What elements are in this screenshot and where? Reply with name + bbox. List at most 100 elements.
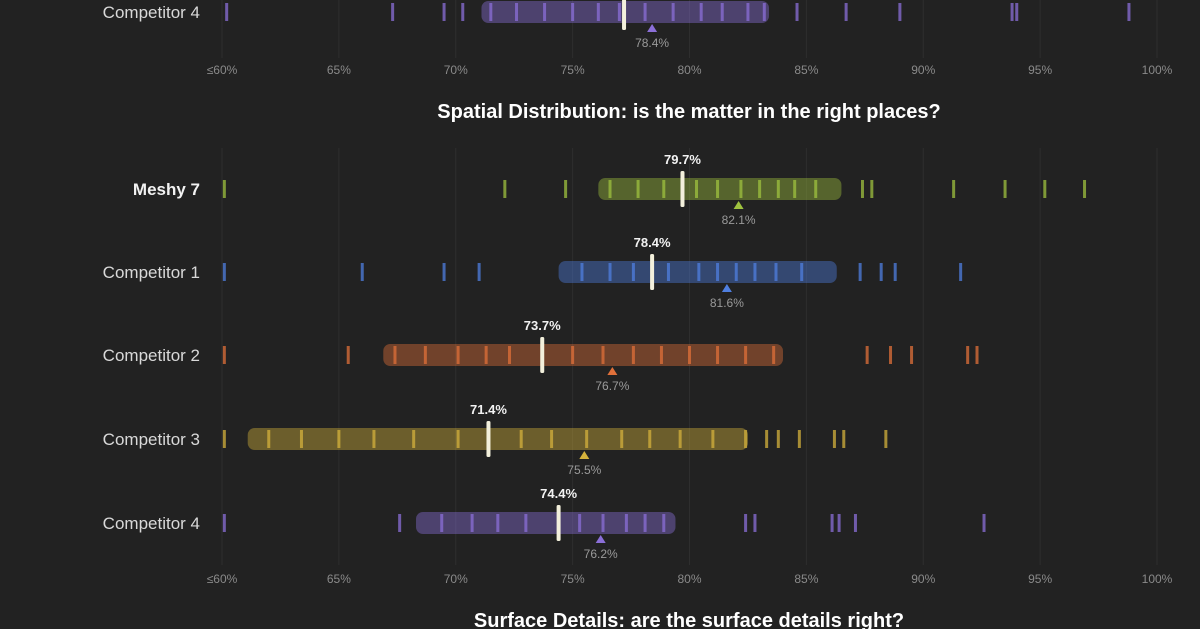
score-tick xyxy=(225,3,229,21)
score-tick xyxy=(753,263,757,281)
score-tick xyxy=(267,430,271,448)
score-tick xyxy=(800,263,804,281)
x-tick-label: 85% xyxy=(794,63,818,77)
range-box xyxy=(247,428,748,450)
score-tick xyxy=(837,514,841,532)
mean-marker xyxy=(721,284,732,292)
x-tick-label: 95% xyxy=(1028,63,1052,77)
score-tick xyxy=(631,263,635,281)
score-tick xyxy=(662,514,666,532)
score-tick xyxy=(643,3,647,21)
score-tick xyxy=(959,263,963,281)
chart-rows: Competitor 4 78.4% Meshy 7 79.7% 82.1% Compet… xyxy=(103,0,1131,561)
score-tick xyxy=(648,430,652,448)
score-tick xyxy=(470,514,474,532)
score-tick xyxy=(830,514,834,532)
score-tick xyxy=(372,430,376,448)
chart-title-spatial-distribution: Spatial Distribution: is the matter in t… xyxy=(437,101,940,123)
score-tick xyxy=(508,346,512,364)
score-tick xyxy=(844,3,848,21)
score-tick xyxy=(910,346,914,364)
x-tick-label: 80% xyxy=(677,572,701,586)
score-tick xyxy=(571,346,575,364)
score-tick xyxy=(734,263,738,281)
score-tick xyxy=(442,3,446,21)
x-tick-label: 90% xyxy=(911,572,935,586)
x-tick-label: 65% xyxy=(327,572,351,586)
score-tick xyxy=(858,263,862,281)
strip-row: Competitor 1 78.4% 81.6% xyxy=(103,235,963,310)
score-tick xyxy=(564,180,568,198)
score-tick xyxy=(1003,180,1007,198)
range-box xyxy=(416,512,676,534)
x-tick-label: 70% xyxy=(444,572,468,586)
chart-title-surface-details: Surface Details: are the surface details… xyxy=(474,610,904,629)
score-tick xyxy=(889,346,893,364)
score-tick xyxy=(797,430,801,448)
x-tick-label: 100% xyxy=(1142,63,1173,77)
score-tick xyxy=(842,430,846,448)
mean-label: 76.2% xyxy=(584,547,618,561)
score-tick xyxy=(720,3,724,21)
score-tick xyxy=(776,180,780,198)
x-tick-label: ≤60% xyxy=(207,63,238,77)
score-tick xyxy=(774,263,778,281)
score-tick xyxy=(580,263,584,281)
row-label: Competitor 4 xyxy=(103,514,200,533)
range-box xyxy=(383,344,783,366)
strip-row: Competitor 4 74.4% 76.2% xyxy=(103,486,986,561)
strip-row: Meshy 7 79.7% 82.1% xyxy=(133,152,1087,227)
median-marker xyxy=(540,337,545,373)
median-marker xyxy=(486,421,491,457)
score-tick xyxy=(793,180,797,198)
score-tick xyxy=(456,430,460,448)
x-tick-label: 70% xyxy=(444,63,468,77)
x-tick-label: 65% xyxy=(327,63,351,77)
score-tick xyxy=(982,514,986,532)
score-tick xyxy=(337,430,341,448)
mean-label: 76.7% xyxy=(595,379,629,393)
score-tick xyxy=(893,263,897,281)
score-tick xyxy=(299,430,303,448)
score-tick xyxy=(503,180,507,198)
median-marker xyxy=(622,0,627,30)
score-tick xyxy=(662,180,666,198)
score-tick xyxy=(543,3,547,21)
strip-row: Competitor 3 71.4% 75.5% xyxy=(103,402,888,477)
score-tick xyxy=(678,430,682,448)
score-tick xyxy=(484,346,488,364)
median-marker xyxy=(680,171,685,207)
score-tick xyxy=(608,180,612,198)
score-tick xyxy=(423,346,427,364)
score-tick xyxy=(550,430,554,448)
score-tick xyxy=(739,180,743,198)
score-tick xyxy=(671,3,675,21)
score-tick xyxy=(716,346,720,364)
score-tick xyxy=(1083,180,1087,198)
score-tick xyxy=(853,514,857,532)
score-tick xyxy=(643,514,647,532)
mean-label: 81.6% xyxy=(710,296,744,310)
x-tick-label: 90% xyxy=(911,63,935,77)
score-tick xyxy=(716,180,720,198)
score-tick xyxy=(966,346,970,364)
score-tick xyxy=(666,263,670,281)
score-tick xyxy=(631,346,635,364)
row-label: Competitor 3 xyxy=(103,430,200,449)
score-tick xyxy=(762,3,766,21)
row-label: Competitor 2 xyxy=(103,346,200,365)
score-tick xyxy=(746,3,750,21)
score-tick xyxy=(578,514,582,532)
mean-marker xyxy=(733,201,744,209)
x-axis-ticks: ≤60% 65% 70% 75% 80% 85% 90% 95% 100% ≤60% 65% 70% 7… xyxy=(207,63,1173,586)
score-tick xyxy=(659,346,663,364)
score-tick xyxy=(975,346,979,364)
row-label: Competitor 4 xyxy=(103,3,200,22)
score-tick xyxy=(440,514,444,532)
score-tick xyxy=(765,430,769,448)
row-label: Competitor 1 xyxy=(103,263,200,282)
x-tick-label: 85% xyxy=(794,572,818,586)
score-tick xyxy=(456,346,460,364)
score-tick xyxy=(461,3,465,21)
